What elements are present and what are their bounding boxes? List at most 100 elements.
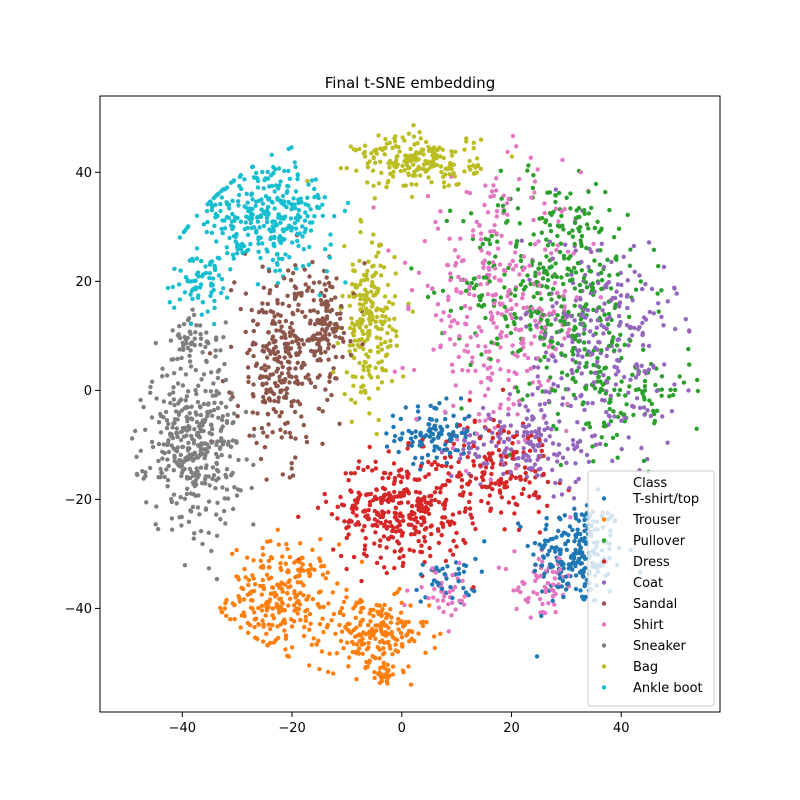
scatter-point xyxy=(582,407,587,413)
scatter-point xyxy=(551,286,556,292)
scatter-point xyxy=(249,307,254,313)
scatter-point xyxy=(493,254,498,259)
scatter-point xyxy=(188,348,193,353)
scatter-point xyxy=(289,228,294,233)
scatter-point xyxy=(479,328,484,334)
scatter-point xyxy=(342,208,348,214)
scatter-point xyxy=(355,633,361,638)
scatter-point xyxy=(259,603,265,608)
scatter-point xyxy=(502,304,507,310)
scatter-point xyxy=(222,361,227,367)
scatter-point xyxy=(471,463,477,468)
scatter-point xyxy=(389,615,394,620)
scatter-point xyxy=(196,383,201,388)
scatter-point xyxy=(490,487,495,492)
scatter-point xyxy=(317,666,322,672)
scatter-point xyxy=(568,206,573,211)
scatter-point xyxy=(354,677,359,682)
scatter-point xyxy=(200,300,205,305)
scatter-point xyxy=(179,523,184,528)
scatter-point xyxy=(176,412,182,417)
scatter-point xyxy=(347,294,352,299)
scatter-point xyxy=(519,340,524,346)
scatter-point xyxy=(573,360,578,365)
scatter-point xyxy=(550,598,555,603)
scatter-point xyxy=(279,360,284,365)
scatter-point xyxy=(651,311,656,316)
scatter-point xyxy=(213,486,218,491)
legend-marker xyxy=(601,517,607,522)
scatter-point xyxy=(526,454,531,459)
scatter-point xyxy=(481,461,486,466)
scatter-point xyxy=(270,349,275,354)
scatter-point xyxy=(615,357,620,363)
scatter-point xyxy=(243,329,248,335)
scatter-point xyxy=(532,179,538,184)
scatter-point xyxy=(543,325,548,330)
scatter-point xyxy=(450,573,455,578)
scatter-point xyxy=(641,458,647,464)
scatter-point xyxy=(559,343,564,348)
scatter-point xyxy=(455,474,460,479)
scatter-point xyxy=(600,308,605,313)
scatter-point xyxy=(379,629,384,634)
scatter-point xyxy=(380,509,385,514)
scatter-point xyxy=(464,322,469,327)
scatter-point xyxy=(190,417,195,422)
scatter-point xyxy=(376,181,382,186)
scatter-point xyxy=(386,449,391,454)
scatter-point xyxy=(536,379,542,384)
scatter-point xyxy=(511,588,516,593)
scatter-point xyxy=(334,311,340,317)
scatter-point xyxy=(413,158,419,163)
scatter-point xyxy=(435,580,440,585)
scatter-point xyxy=(459,477,465,483)
scatter-point xyxy=(244,191,249,196)
legend-marker xyxy=(601,601,607,606)
scatter-point xyxy=(525,543,530,549)
scatter-point xyxy=(318,558,323,564)
scatter-point xyxy=(555,411,561,417)
scatter-point xyxy=(212,305,217,311)
scatter-point xyxy=(369,375,374,380)
scatter-point xyxy=(331,547,336,552)
scatter-point xyxy=(535,591,540,597)
scatter-point xyxy=(612,305,617,311)
scatter-point xyxy=(275,635,281,641)
scatter-point xyxy=(276,399,281,404)
scatter-point xyxy=(529,341,534,346)
scatter-point xyxy=(295,172,300,177)
scatter-point xyxy=(593,345,598,350)
scatter-point xyxy=(561,297,567,302)
scatter-point xyxy=(426,596,431,601)
scatter-point xyxy=(316,406,322,411)
scatter-point xyxy=(311,280,317,285)
scatter-point xyxy=(393,505,399,510)
scatter-point xyxy=(413,489,419,495)
scatter-point xyxy=(578,317,584,322)
scatter-point xyxy=(498,295,503,300)
scatter-point xyxy=(335,324,340,330)
scatter-point xyxy=(282,341,288,347)
scatter-point xyxy=(250,573,255,578)
scatter-point xyxy=(363,287,368,292)
scatter-point xyxy=(244,249,249,254)
scatter-point xyxy=(616,323,622,328)
scatter-point xyxy=(175,333,181,338)
scatter-point xyxy=(568,565,573,570)
scatter-point xyxy=(293,575,298,580)
scatter-point xyxy=(554,545,559,550)
scatter-point xyxy=(589,284,595,290)
scatter-point xyxy=(166,421,171,427)
scatter-point xyxy=(527,263,532,268)
scatter-point xyxy=(300,381,305,386)
scatter-point xyxy=(573,270,579,275)
scatter-point xyxy=(545,580,551,586)
scatter-point xyxy=(559,370,565,375)
scatter-point xyxy=(625,278,630,283)
scatter-point xyxy=(515,187,521,192)
scatter-point xyxy=(362,359,367,365)
scatter-point xyxy=(227,454,233,459)
scatter-point xyxy=(342,244,347,249)
scatter-point xyxy=(356,465,361,471)
